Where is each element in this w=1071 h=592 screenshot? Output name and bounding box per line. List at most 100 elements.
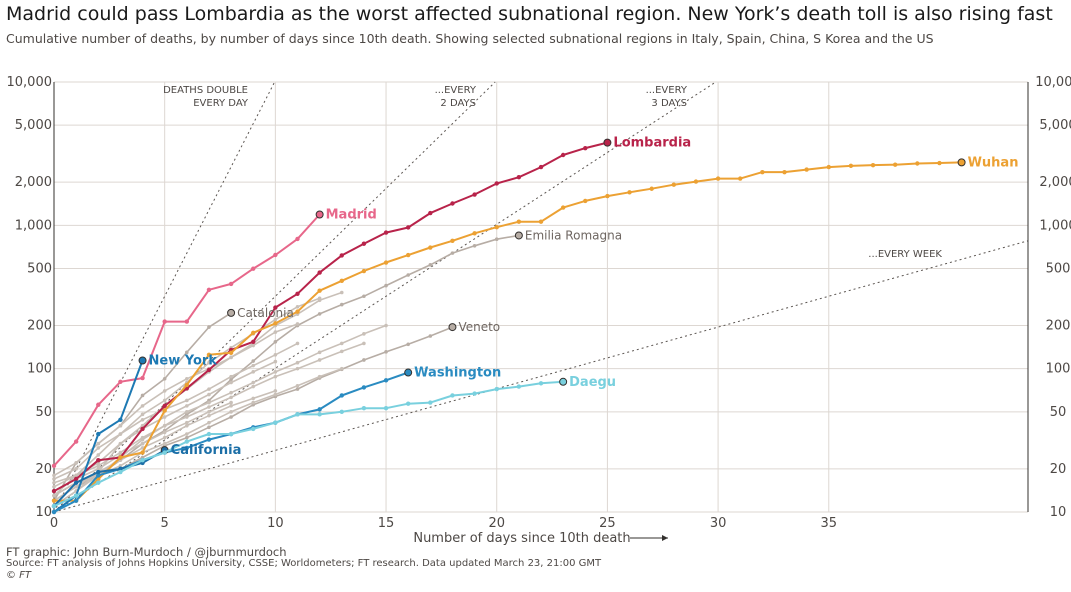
data-point[interactable] [605, 193, 610, 199]
data-point[interactable] [185, 415, 189, 419]
data-point[interactable] [317, 374, 322, 379]
data-point[interactable] [339, 302, 344, 307]
data-point[interactable] [118, 466, 123, 472]
data-point[interactable] [228, 281, 234, 287]
series-end-marker[interactable] [559, 377, 568, 386]
data-point[interactable] [362, 358, 366, 362]
data-point[interactable] [273, 321, 278, 326]
data-point[interactable] [583, 145, 588, 151]
data-point[interactable] [295, 291, 300, 296]
data-point[interactable] [317, 407, 322, 412]
data-point[interactable] [96, 453, 101, 457]
data-point[interactable] [295, 383, 300, 388]
data-point[interactable] [229, 390, 233, 395]
data-point[interactable] [317, 412, 322, 417]
data-point[interactable] [450, 201, 455, 206]
data-point[interactable] [229, 410, 233, 414]
data-point[interactable] [428, 400, 433, 405]
data-point[interactable] [560, 205, 566, 210]
data-point[interactable] [560, 152, 566, 158]
data-point[interactable] [760, 169, 765, 175]
data-point[interactable] [384, 323, 388, 328]
data-point[interactable] [494, 386, 499, 392]
data-point[interactable] [185, 376, 189, 381]
data-point[interactable] [472, 391, 477, 396]
data-point[interactable] [229, 355, 233, 360]
data-point[interactable] [317, 288, 322, 293]
data-point[interactable] [118, 455, 123, 460]
data-point[interactable] [140, 375, 145, 381]
data-point[interactable] [140, 393, 145, 398]
data-point[interactable] [207, 392, 211, 397]
data-point[interactable] [339, 409, 344, 415]
data-point[interactable] [206, 437, 212, 442]
data-point[interactable] [207, 360, 211, 365]
data-point[interactable] [118, 441, 123, 446]
data-point[interactable] [118, 432, 123, 436]
data-point[interactable] [361, 268, 367, 274]
data-point[interactable] [516, 384, 522, 389]
data-point[interactable] [52, 473, 56, 478]
data-point[interactable] [317, 312, 322, 316]
data-point[interactable] [184, 445, 190, 451]
data-point[interactable] [693, 179, 699, 184]
data-point[interactable] [73, 476, 79, 482]
series-line[interactable] [53, 342, 298, 480]
data-point[interactable] [251, 359, 256, 363]
data-point[interactable] [52, 477, 56, 481]
data-point[interactable] [406, 273, 410, 277]
data-point[interactable] [251, 384, 256, 389]
data-point[interactable] [73, 498, 79, 503]
data-point[interactable] [184, 319, 190, 324]
data-point[interactable] [207, 387, 211, 391]
data-point[interactable] [804, 167, 809, 172]
data-point[interactable] [339, 253, 344, 258]
data-point[interactable] [96, 431, 101, 437]
data-point[interactable] [229, 400, 233, 405]
data-point[interactable] [118, 450, 123, 455]
data-point[interactable] [140, 417, 145, 422]
data-point[interactable] [228, 431, 234, 437]
data-point[interactable] [118, 423, 123, 428]
series-end-marker[interactable] [514, 231, 523, 240]
data-point[interactable] [251, 343, 256, 348]
data-point[interactable] [140, 412, 145, 417]
data-point[interactable] [51, 463, 57, 469]
data-point[interactable] [494, 225, 499, 230]
data-point[interactable] [185, 350, 189, 355]
data-point[interactable] [405, 225, 411, 230]
series-line[interactable] [53, 234, 520, 497]
data-point[interactable] [273, 330, 278, 334]
series-end-marker[interactable] [603, 138, 612, 147]
series-end-marker[interactable] [957, 158, 966, 167]
series-end-marker[interactable] [227, 308, 236, 317]
series-end-marker[interactable] [315, 210, 324, 219]
data-point[interactable] [384, 350, 388, 354]
data-point[interactable] [73, 439, 79, 444]
data-point[interactable] [162, 376, 167, 381]
data-point[interactable] [428, 334, 433, 338]
data-point[interactable] [516, 174, 522, 180]
data-point[interactable] [207, 325, 211, 329]
data-point[interactable] [251, 400, 256, 405]
data-point[interactable] [229, 374, 233, 379]
data-point[interactable] [251, 330, 256, 335]
data-point[interactable] [118, 469, 123, 475]
data-point[interactable] [428, 263, 433, 267]
data-point[interactable] [738, 176, 743, 181]
data-point[interactable] [96, 446, 101, 450]
data-point[interactable] [162, 403, 167, 409]
data-point[interactable] [73, 493, 79, 498]
data-point[interactable] [206, 431, 212, 437]
data-point[interactable] [317, 350, 322, 355]
data-point[interactable] [184, 382, 190, 388]
data-point[interactable] [583, 198, 588, 204]
series-line[interactable] [53, 449, 166, 507]
data-point[interactable] [339, 366, 344, 371]
data-point[interactable] [428, 210, 433, 216]
data-point[interactable] [162, 441, 167, 446]
data-point[interactable] [206, 287, 212, 293]
data-point[interactable] [51, 498, 57, 503]
series-end-marker[interactable] [404, 368, 413, 377]
data-point[interactable] [184, 439, 190, 444]
